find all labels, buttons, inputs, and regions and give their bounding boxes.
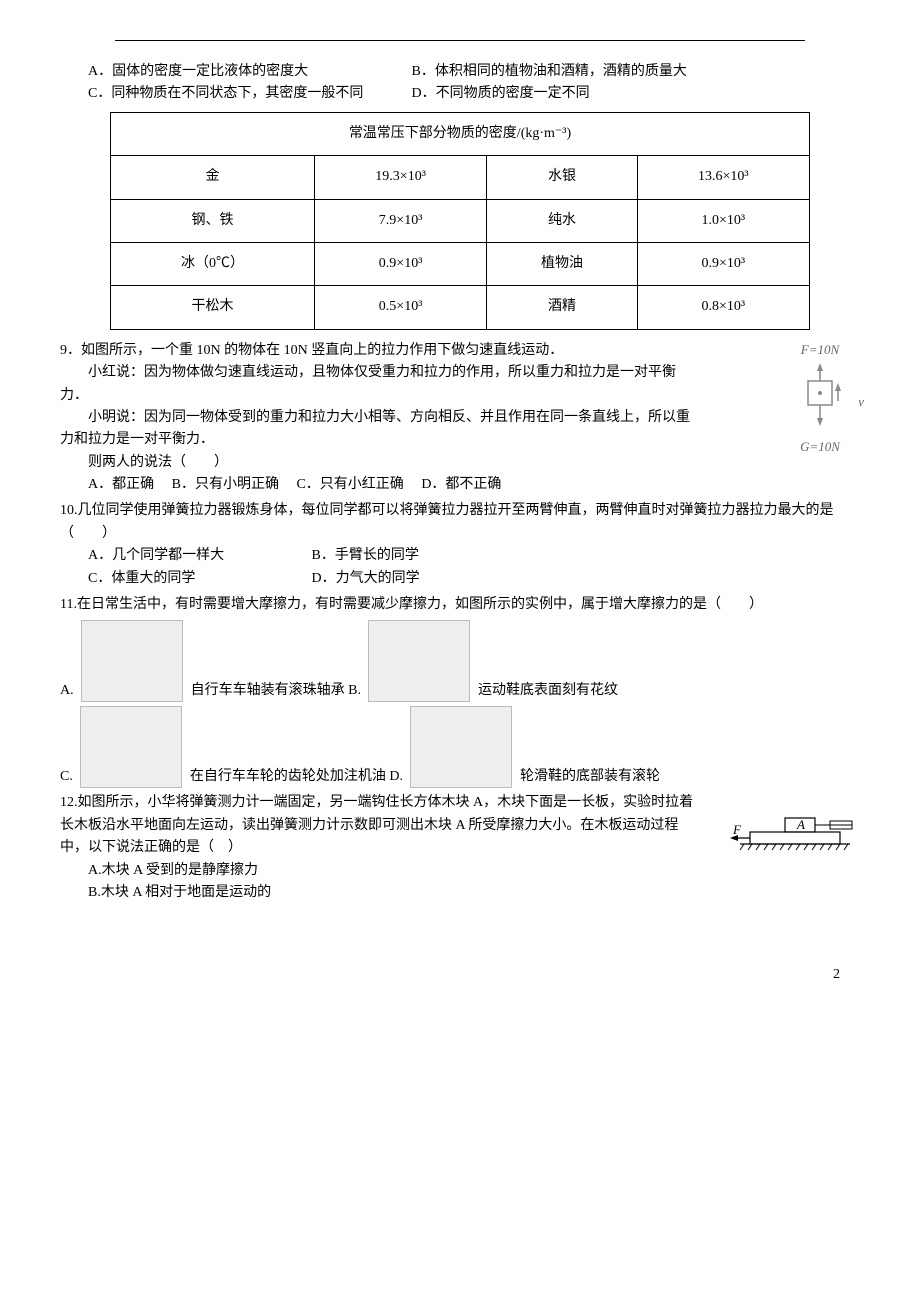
q9: 9．如图所示，一个重 10N 的物体在 10N 竖直向上的拉力作用下做匀速直线运… <box>60 340 860 497</box>
table-row: 干松木 0.5×10³ 酒精 0.8×10³ <box>111 286 810 329</box>
cell: 0.9×10³ <box>314 242 486 285</box>
table-title: 常温常压下部分物质的密度/(kg·m⁻³) <box>111 112 810 155</box>
cell: 金 <box>111 156 315 199</box>
q8-optD: D．不同物质的密度一定不同 <box>412 83 590 105</box>
cell: 干松木 <box>111 286 315 329</box>
q9-optA: A．都正确 <box>88 474 154 496</box>
q11-optC-label: C. <box>60 766 73 788</box>
q9-fig-v: v <box>858 392 864 413</box>
cell: 1.0×10³ <box>637 199 809 242</box>
q8-optC: C．同种物质在不同状态下，其密度一般不同 <box>88 83 408 105</box>
q11-optD-label: D. <box>389 766 403 788</box>
table-row: 金 19.3×10³ 水银 13.6×10³ <box>111 156 810 199</box>
q9-optC: C．只有小红正确 <box>296 474 403 496</box>
cell: 13.6×10³ <box>637 156 809 199</box>
page-number: 2 <box>60 964 860 986</box>
q9-figure: F=10N v G=10N <box>780 340 860 458</box>
q11-optD-text: 轮滑鞋的底部装有滚轮 <box>520 766 660 788</box>
q12: 12.如图所示，小华将弹簧测力计一端固定，另一端钩住长方体木块 A，木块下面是一… <box>60 792 860 904</box>
q11-optA-label: A. <box>60 680 74 702</box>
q9-optD: D．都不正确 <box>421 474 501 496</box>
q9-fig-F: F=10N <box>780 340 860 361</box>
top-divider <box>115 40 805 41</box>
friction-setup-icon: A F <box>730 810 860 860</box>
q8-optB: B．体积相同的植物油和酒精，酒精的质量大 <box>412 61 687 83</box>
q9-line2: 小红说：因为物体做匀速直线运动，且物体仅受重力和拉力的作用，所以重力和拉力是一对… <box>60 362 700 407</box>
q12-figure: A F <box>730 810 860 868</box>
q12-fig-F: F <box>732 822 742 837</box>
q8-options-row1: A．固体的密度一定比液体的密度大 B．体积相同的植物油和酒精，酒精的质量大 <box>88 61 860 83</box>
q12-stem: 12.如图所示，小华将弹簧测力计一端固定，另一端钩住长方体木块 A，木块下面是一… <box>60 792 700 859</box>
q11-optB-text: 运动鞋底表面刻有花纹 <box>478 680 618 702</box>
q11-figA-icon <box>81 620 183 702</box>
q10-optC: C．体重大的同学 <box>88 568 308 590</box>
density-table: 常温常压下部分物质的密度/(kg·m⁻³) 金 19.3×10³ 水银 13.6… <box>110 112 810 330</box>
q11-figC-icon <box>80 706 182 788</box>
cell: 0.8×10³ <box>637 286 809 329</box>
q10-stem: 10.几位同学使用弹簧拉力器锻炼身体，每位同学都可以将弹簧拉力器拉开至两臂伸直，… <box>60 500 860 545</box>
cell: 纯水 <box>487 199 637 242</box>
cell: 酒精 <box>487 286 637 329</box>
cell: 冰（0℃） <box>111 242 315 285</box>
q11-figB-icon <box>368 620 470 702</box>
cell: 水银 <box>487 156 637 199</box>
q9-line3: 小明说：因为同一物体受到的重力和拉力大小相等、方向相反、并且作用在同一条直线上，… <box>60 407 700 452</box>
q9-line4: 则两人的说法（ ） <box>60 452 700 474</box>
q11-optC-text: 在自行车车轮的齿轮处加注机油 <box>190 766 386 788</box>
cell: 植物油 <box>487 242 637 285</box>
q9-line1: 9．如图所示，一个重 10N 的物体在 10N 竖直向上的拉力作用下做匀速直线运… <box>60 340 700 362</box>
q9-fig-G: G=10N <box>780 437 860 458</box>
cell: 0.9×10³ <box>637 242 809 285</box>
q11-figD-icon <box>410 706 512 788</box>
q8-optA: A．固体的密度一定比液体的密度大 <box>88 61 408 83</box>
cell: 19.3×10³ <box>314 156 486 199</box>
q12-optB: B.木块 A 相对于地面是运动的 <box>88 882 860 904</box>
q10-optA: A．几个同学都一样大 <box>88 545 308 567</box>
force-diagram-icon <box>790 361 850 431</box>
q8-options-row2: C．同种物质在不同状态下，其密度一般不同 D．不同物质的密度一定不同 <box>88 83 860 105</box>
cell: 钢、铁 <box>111 199 315 242</box>
table-row: 冰（0℃） 0.9×10³ 植物油 0.9×10³ <box>111 242 810 285</box>
cell: 0.5×10³ <box>314 286 486 329</box>
cell: 7.9×10³ <box>314 199 486 242</box>
q9-optB: B．只有小明正确 <box>172 474 279 496</box>
q10-optB: B．手臂长的同学 <box>312 545 419 567</box>
q11-optA-text: 自行车车轴装有滚珠轴承 <box>191 680 345 702</box>
q11-optB-label: B. <box>348 680 361 702</box>
q11-options: A. 自行车车轴装有滚珠轴承 B. 运动鞋底表面刻有花纹 C. 在自行车车轮的齿… <box>60 616 860 788</box>
q12-fig-A: A <box>796 817 805 832</box>
table-row: 钢、铁 7.9×10³ 纯水 1.0×10³ <box>111 199 810 242</box>
q11-stem: 11.在日常生活中，有时需要增大摩擦力，有时需要减少摩擦力，如图所示的实例中，属… <box>60 594 860 616</box>
q10-optD: D．力气大的同学 <box>312 568 420 590</box>
